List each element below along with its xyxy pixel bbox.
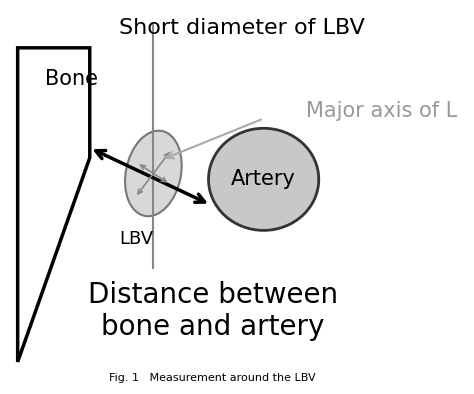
Polygon shape xyxy=(18,48,90,362)
Ellipse shape xyxy=(125,131,182,216)
Text: Bone: Bone xyxy=(45,69,98,89)
Text: Short diameter of LBV: Short diameter of LBV xyxy=(119,19,365,38)
Text: Major axis of L: Major axis of L xyxy=(306,100,457,121)
Text: Distance between
bone and artery: Distance between bone and artery xyxy=(88,281,338,341)
Text: LBV: LBV xyxy=(119,230,154,248)
Text: Artery: Artery xyxy=(231,169,296,190)
Text: Fig. 1   Measurement around the LBV: Fig. 1 Measurement around the LBV xyxy=(109,374,316,383)
Circle shape xyxy=(209,128,319,230)
